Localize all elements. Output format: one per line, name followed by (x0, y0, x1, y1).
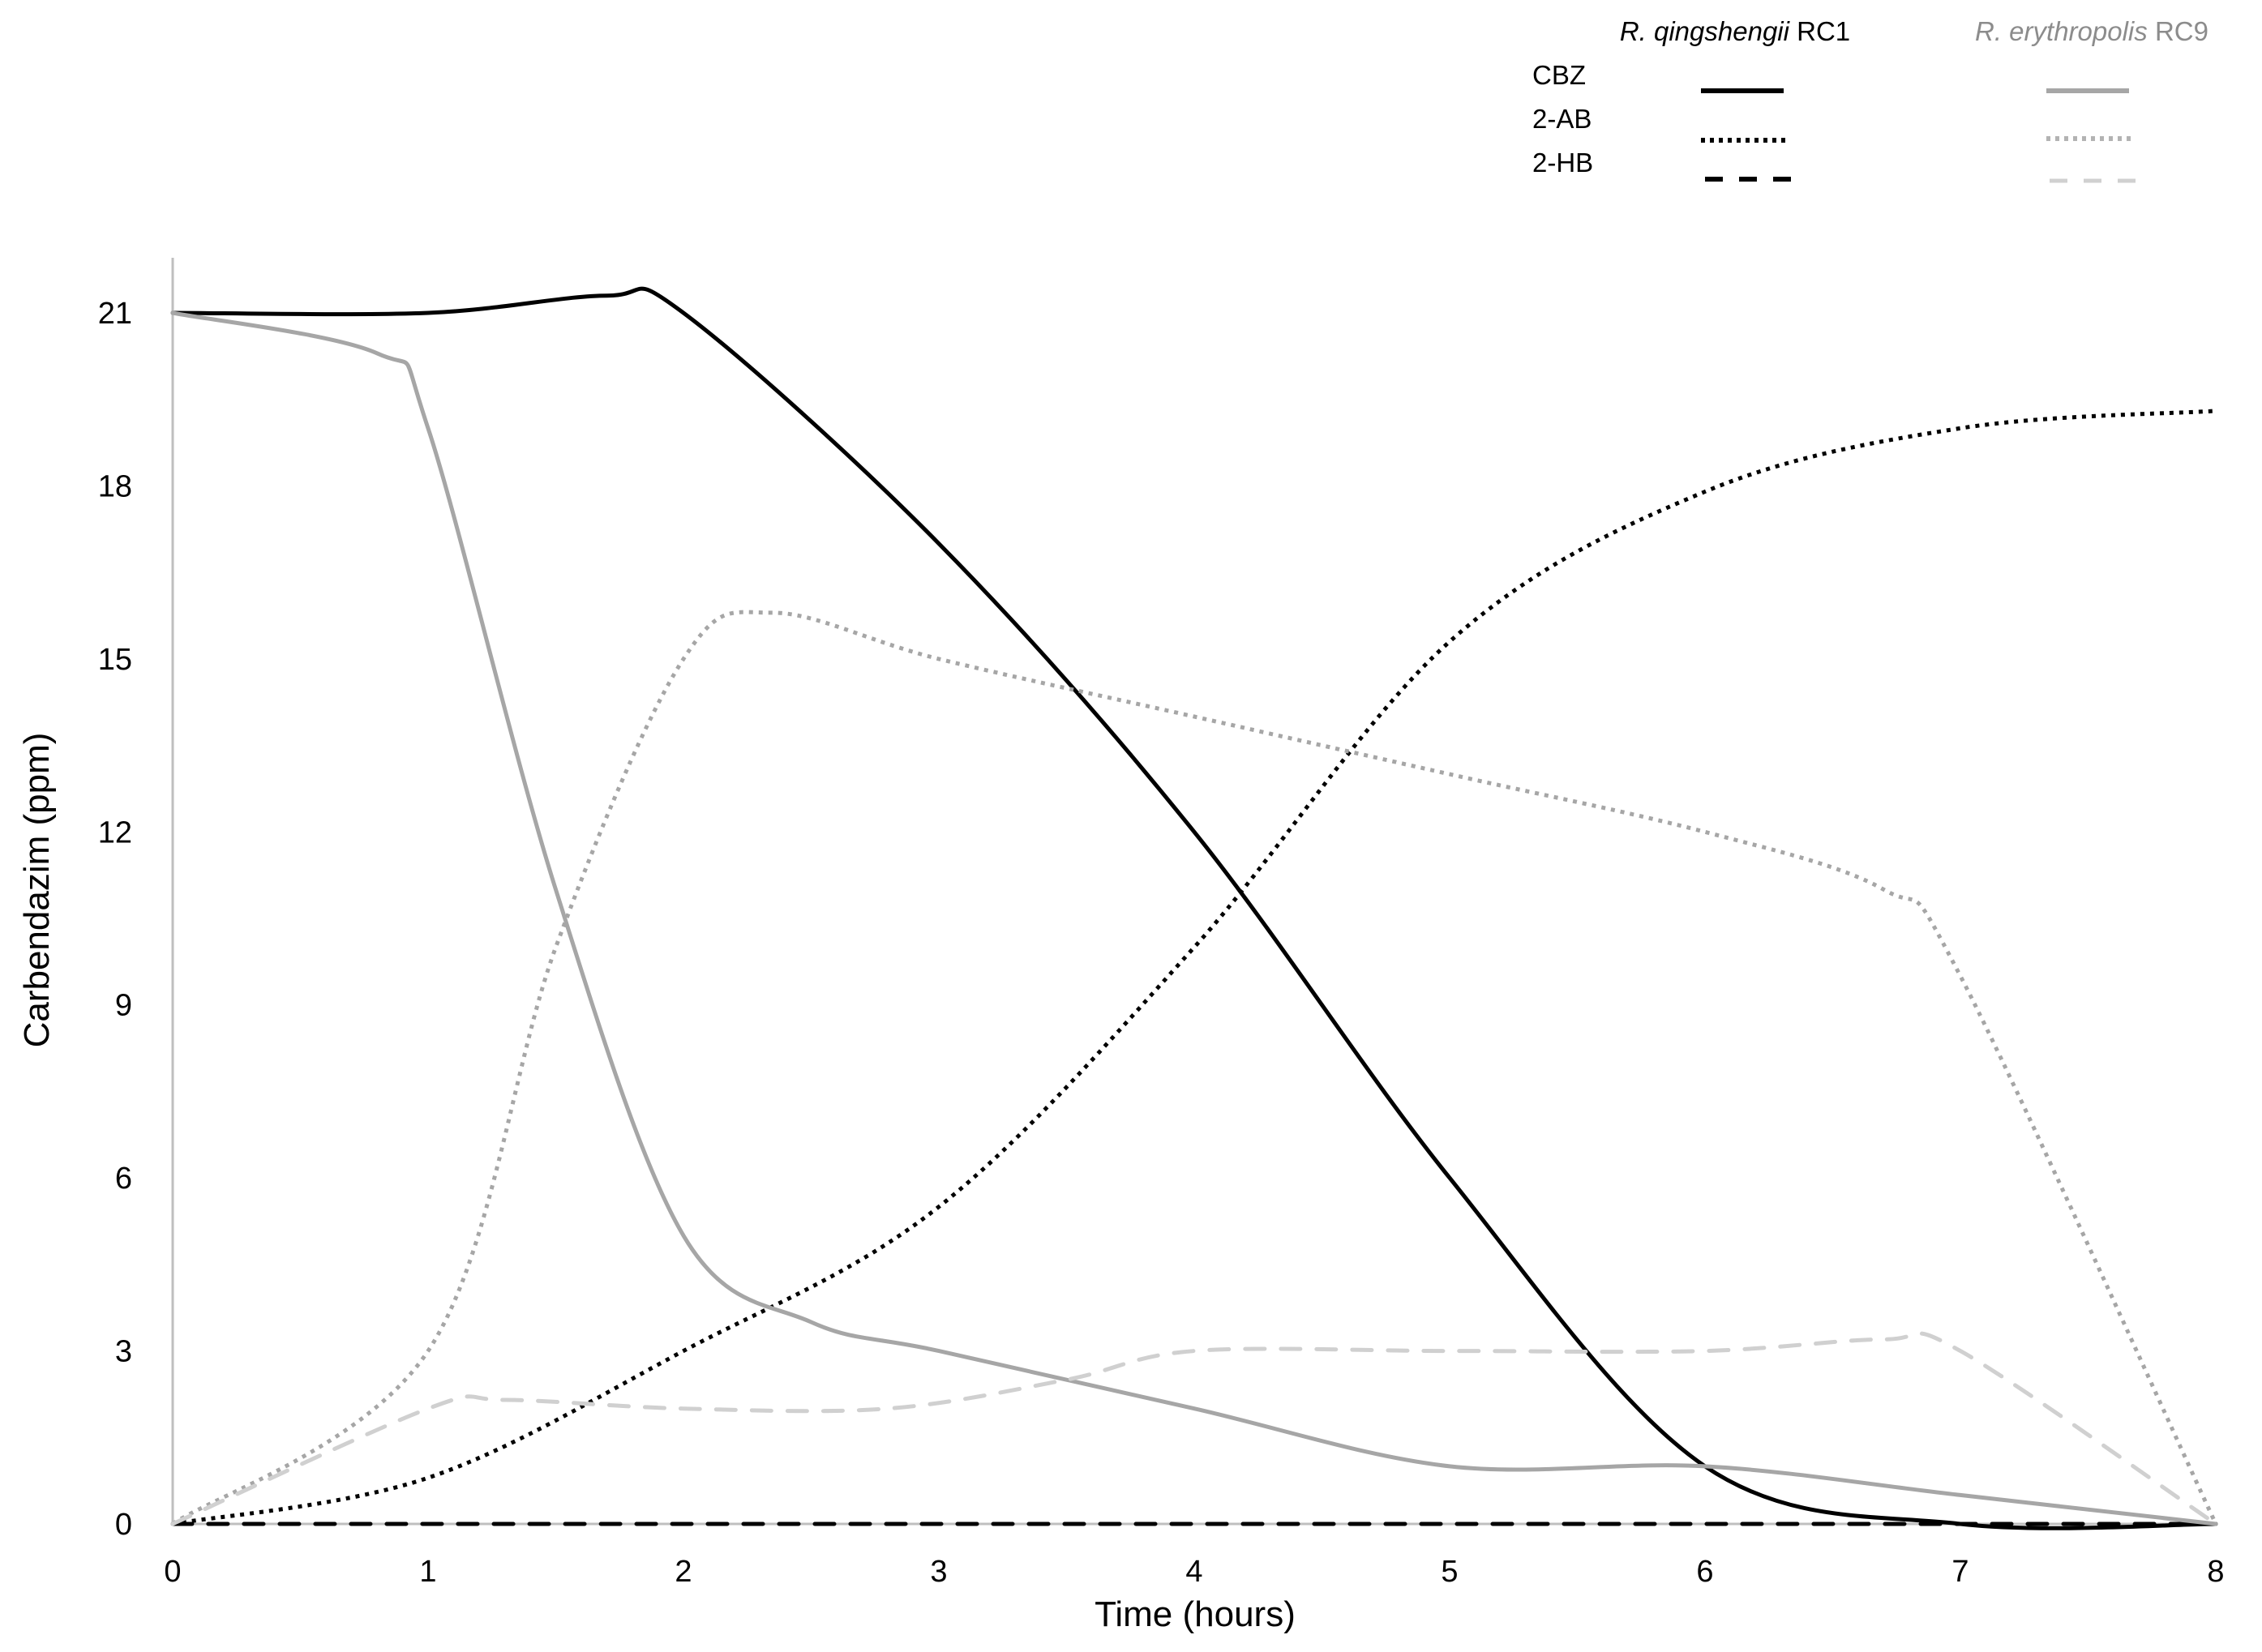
x-tick-label: 0 (164, 1555, 181, 1589)
series-layer (170, 286, 2218, 1530)
y-tick-label: 6 (115, 1162, 132, 1196)
y-tick-label: 18 (98, 469, 132, 503)
x-tick-label: 1 (419, 1555, 436, 1589)
y-tick-label: 3 (115, 1335, 132, 1369)
y-tick-labels: 0 3 6 9 12 15 18 21 (98, 297, 132, 1542)
legend-label-2hb: 2-HB (1532, 148, 1593, 178)
legend-strain-rc9: RC9 (2155, 16, 2208, 46)
series-line-rc1-2ab (172, 409, 2217, 1526)
series-line-rc1-cbz (170, 286, 2218, 1530)
series-line-rc9-2hb (170, 1331, 2218, 1526)
legend-strain-rc1: RC1 (1797, 16, 1850, 46)
legend-species-rc9: R. erythropolis (1975, 16, 2148, 46)
x-axis-title: Time (hours) (1095, 1594, 1296, 1634)
x-tick-label: 5 (1441, 1555, 1458, 1589)
y-tick-label: 9 (115, 989, 132, 1023)
x-tick-label: 7 (1951, 1555, 1969, 1589)
y-tick-label: 12 (98, 815, 132, 850)
x-tick-label: 2 (675, 1555, 692, 1589)
x-tick-label: 6 (1696, 1555, 1713, 1589)
legend-species-rc1: R. qingshengii (1620, 16, 1791, 46)
x-tick-label: 4 (1185, 1555, 1202, 1589)
y-tick-label: 0 (115, 1508, 132, 1542)
y-axis-title: Carbendazim (ppm) (17, 733, 57, 1048)
y-tick-label: 21 (98, 297, 132, 331)
legend-label-cbz: CBZ (1532, 60, 1586, 90)
axes (171, 258, 2216, 1526)
y-tick-label: 15 (98, 643, 132, 677)
legend-header-rc9: R. erythropolis RC9 (1975, 16, 2208, 46)
legend-label-2ab: 2-AB (1532, 104, 1592, 134)
x-tick-label: 8 (2207, 1555, 2224, 1589)
legend: R. qingshengii RC1 R. erythropolis RC9 C… (1532, 16, 2208, 183)
series-line-rc9-cbz (170, 310, 2218, 1526)
series-line-rc9-2ab (171, 610, 2218, 1526)
legend-header-rc1: R. qingshengii RC1 (1620, 16, 1850, 46)
x-tick-labels: 0 1 2 3 4 5 6 7 8 (164, 1555, 2224, 1589)
x-tick-label: 3 (930, 1555, 947, 1589)
